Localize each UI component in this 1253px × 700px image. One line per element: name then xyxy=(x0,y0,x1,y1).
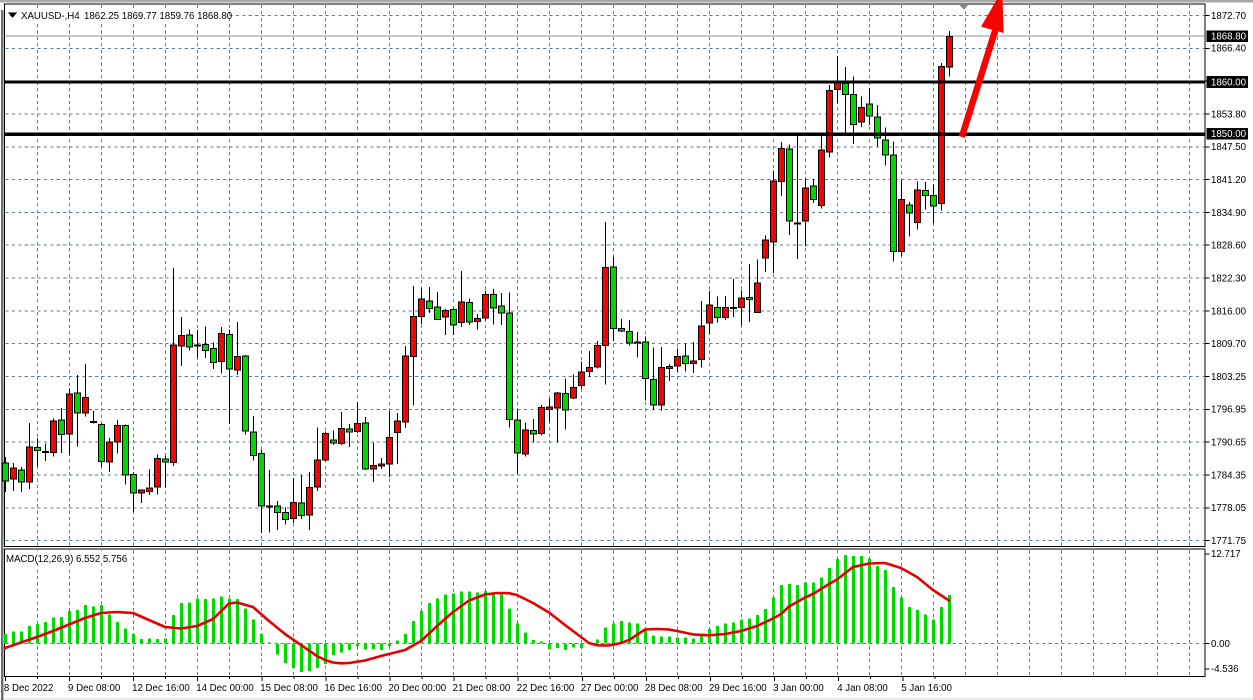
svg-text:1796.95: 1796.95 xyxy=(1211,405,1246,416)
svg-text:-4.536: -4.536 xyxy=(1211,664,1238,675)
svg-text:MACD(12,26,9) 6.552 5.756: MACD(12,26,9) 6.552 5.756 xyxy=(6,554,127,565)
svg-text:5 Jan 16:00: 5 Jan 16:00 xyxy=(901,683,952,694)
svg-text:1822.30: 1822.30 xyxy=(1211,274,1247,285)
svg-text:20 Dec 00:00: 20 Dec 00:00 xyxy=(389,683,447,694)
svg-text:1828.60: 1828.60 xyxy=(1211,241,1247,252)
svg-text:1834.90: 1834.90 xyxy=(1211,208,1247,219)
svg-text:29 Dec 16:00: 29 Dec 16:00 xyxy=(709,683,767,694)
svg-text:1847.50: 1847.50 xyxy=(1211,142,1247,153)
svg-text:0.00: 0.00 xyxy=(1211,639,1230,650)
svg-text:1866.40: 1866.40 xyxy=(1211,44,1247,55)
svg-text:22 Dec 16:00: 22 Dec 16:00 xyxy=(517,683,575,694)
svg-text:1868.80: 1868.80 xyxy=(1211,32,1247,43)
svg-text:1850.00: 1850.00 xyxy=(1211,129,1247,140)
svg-text:1803.25: 1803.25 xyxy=(1211,372,1246,383)
svg-text:1784.35: 1784.35 xyxy=(1211,470,1246,481)
svg-text:16 Dec 16:00: 16 Dec 16:00 xyxy=(324,683,382,694)
svg-text:1853.80: 1853.80 xyxy=(1211,109,1247,120)
svg-text:1860.00: 1860.00 xyxy=(1211,77,1247,88)
svg-text:1778.05: 1778.05 xyxy=(1211,503,1246,514)
svg-text:1809.70: 1809.70 xyxy=(1211,339,1247,350)
svg-text:9 Dec 08:00: 9 Dec 08:00 xyxy=(68,683,121,694)
svg-text:8 Dec 2022: 8 Dec 2022 xyxy=(4,683,54,694)
svg-text:14 Dec 00:00: 14 Dec 00:00 xyxy=(196,683,254,694)
svg-text:1862.25 1869.77 1859.76 1868.8: 1862.25 1869.77 1859.76 1868.80 xyxy=(84,11,233,22)
svg-text:1790.65: 1790.65 xyxy=(1211,438,1246,449)
svg-text:21 Dec 08:00: 21 Dec 08:00 xyxy=(453,683,511,694)
svg-text:28 Dec 08:00: 28 Dec 08:00 xyxy=(645,683,703,694)
svg-text:XAUUSD-,H4: XAUUSD-,H4 xyxy=(21,11,80,22)
svg-text:12.717: 12.717 xyxy=(1211,549,1241,560)
svg-text:1841.20: 1841.20 xyxy=(1211,175,1247,186)
svg-text:4 Jan 08:00: 4 Jan 08:00 xyxy=(837,683,888,694)
svg-text:1872.70: 1872.70 xyxy=(1211,11,1247,22)
svg-text:27 Dec 00:00: 27 Dec 00:00 xyxy=(581,683,639,694)
svg-text:1771.75: 1771.75 xyxy=(1211,536,1246,547)
svg-text:12 Dec 16:00: 12 Dec 16:00 xyxy=(132,683,190,694)
svg-text:15 Dec 08:00: 15 Dec 08:00 xyxy=(260,683,318,694)
svg-text:1816.00: 1816.00 xyxy=(1211,306,1247,317)
svg-text:3 Jan 00:00: 3 Jan 00:00 xyxy=(773,683,824,694)
